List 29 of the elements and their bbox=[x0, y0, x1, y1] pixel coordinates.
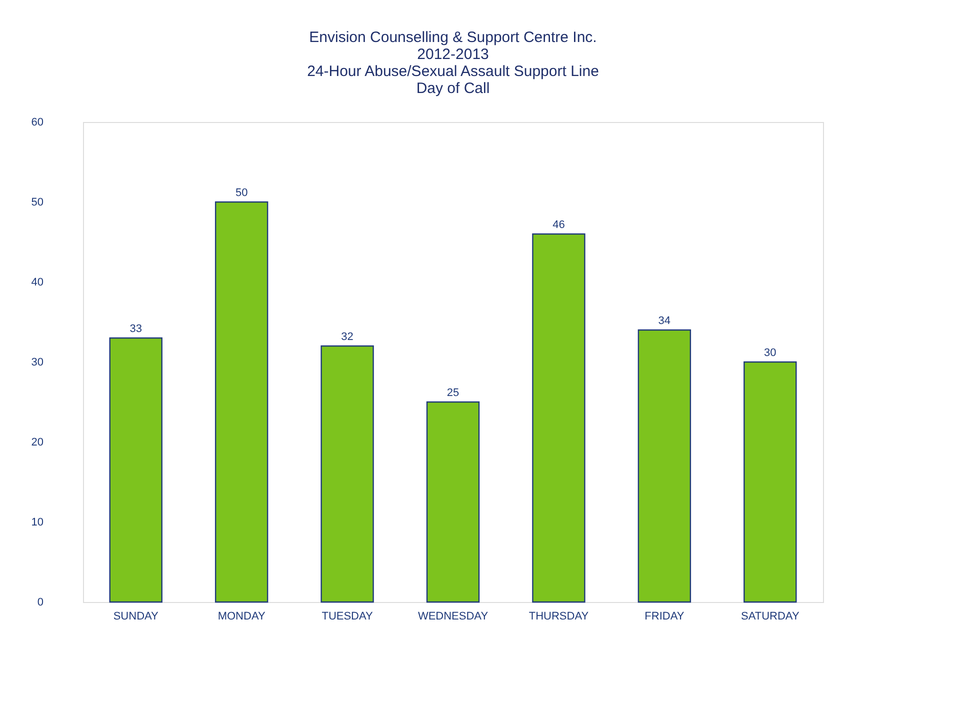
x-tick-label: SATURDAY bbox=[741, 610, 800, 622]
bar bbox=[744, 361, 797, 603]
y-tick-label: 10 bbox=[31, 516, 44, 528]
x-tick-label: TUESDAY bbox=[322, 610, 374, 622]
chart-title: Envision Counselling & Support Centre Inc. 2012-2013 24-Hour Abuse/Sexual Assault Support Line Day of Call bbox=[307, 29, 599, 97]
x-tick-label: SUNDAY bbox=[113, 610, 160, 622]
y-tick-label: 0 bbox=[37, 596, 44, 608]
x-tick-label: FRIDAY bbox=[644, 610, 685, 622]
x-tick-label: MONDAY bbox=[218, 610, 266, 622]
data-label: 30 bbox=[764, 347, 776, 359]
x-tick-label: THURSDAY bbox=[528, 610, 590, 622]
data-label: 32 bbox=[341, 331, 354, 343]
data-label: 25 bbox=[446, 387, 460, 399]
bar bbox=[109, 337, 162, 603]
x-tick-label: WEDNESDAY bbox=[418, 610, 489, 622]
data-label: 50 bbox=[235, 187, 248, 199]
y-tick-label: 40 bbox=[31, 276, 44, 288]
data-label: 46 bbox=[552, 219, 565, 231]
bar bbox=[532, 233, 586, 603]
bar bbox=[320, 345, 374, 603]
y-tick-label: 20 bbox=[31, 436, 44, 448]
y-tick-label: 30 bbox=[31, 356, 44, 368]
data-label: 33 bbox=[130, 323, 142, 335]
data-label: 34 bbox=[658, 315, 671, 327]
bar bbox=[426, 401, 480, 603]
y-tick-label: 60 bbox=[31, 116, 44, 128]
y-tick-label: 50 bbox=[31, 196, 44, 208]
bar bbox=[214, 201, 268, 603]
bar bbox=[638, 329, 692, 603]
